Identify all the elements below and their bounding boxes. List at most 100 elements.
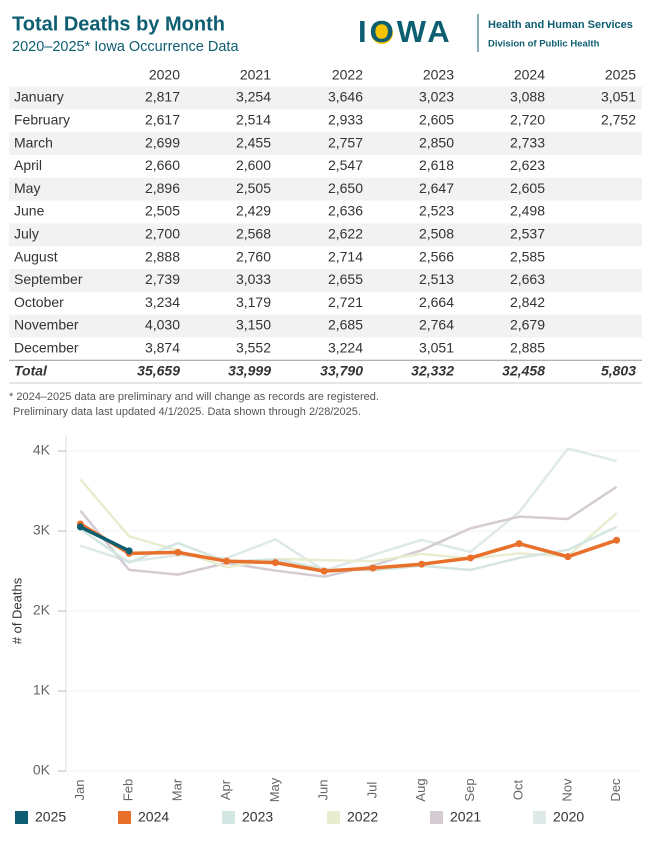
row-shade — [9, 223, 642, 247]
point — [223, 557, 231, 565]
cell: 2,622 — [328, 226, 363, 242]
row-label: June — [14, 203, 45, 219]
cell: 2,514 — [236, 112, 271, 128]
cell: 2,523 — [419, 203, 454, 219]
total-cell: 33,790 — [320, 362, 363, 378]
total-label: Total — [14, 362, 48, 378]
agency: Health and Human Services — [488, 19, 633, 31]
cell: 2,505 — [145, 203, 180, 219]
cell: 2,585 — [510, 248, 545, 264]
x-tick-label: Oct — [511, 780, 526, 801]
cell: 2,636 — [328, 203, 363, 219]
cell: 2,752 — [601, 112, 636, 128]
row-shade — [9, 269, 642, 292]
legend-label: 2020 — [553, 809, 584, 825]
row-label: April — [14, 157, 42, 173]
cell: 2,850 — [419, 134, 454, 150]
line — [79, 478, 618, 569]
cell: 3,051 — [601, 89, 636, 105]
cell: 2,664 — [419, 294, 454, 310]
cell: 2,720 — [510, 112, 545, 128]
legend-swatch — [430, 811, 443, 824]
cell: 2,933 — [328, 112, 363, 128]
cell: 2,888 — [145, 248, 180, 264]
row-label: March — [14, 134, 53, 150]
cell: 2,455 — [236, 134, 271, 150]
cell: 2,896 — [145, 180, 180, 196]
total-cell: 32,332 — [411, 362, 454, 378]
x-tick-label: Sep — [462, 778, 477, 801]
cell: 2,623 — [510, 157, 545, 173]
cell: 3,051 — [419, 340, 454, 356]
legend-label: 2023 — [242, 809, 273, 825]
cell: 2,660 — [145, 157, 180, 173]
cell: 2,498 — [510, 203, 545, 219]
x-tick-label: Aug — [413, 778, 428, 801]
cell: 2,508 — [419, 226, 454, 242]
column-header: 2022 — [332, 67, 363, 83]
y-axis-title: # of Deaths — [9, 577, 24, 644]
row-label: October — [14, 294, 64, 310]
cell: 2,885 — [510, 340, 545, 356]
line — [79, 525, 130, 553]
row-label: November — [14, 317, 79, 333]
cell: 3,023 — [419, 89, 454, 105]
subtitle: 2020–2025* Iowa Occurrence Data — [12, 39, 239, 55]
cell: 2,757 — [328, 134, 363, 150]
cell: 2,505 — [236, 180, 271, 196]
point — [369, 564, 377, 572]
row-label: August — [14, 248, 58, 264]
cell: 3,874 — [145, 340, 180, 356]
cell: 2,617 — [145, 112, 180, 128]
legend-swatch — [15, 811, 28, 824]
total-cell: 32,458 — [502, 362, 545, 378]
cell: 2,618 — [419, 157, 454, 173]
point — [418, 560, 426, 568]
x-tick-label: Dec — [608, 778, 623, 802]
cell: 3,150 — [236, 317, 271, 333]
cell: 2,655 — [328, 271, 363, 287]
cell: 2,605 — [419, 112, 454, 128]
cell: 3,224 — [328, 340, 363, 356]
cell: 2,647 — [419, 180, 454, 196]
row-label: February — [14, 112, 70, 128]
point — [271, 559, 279, 567]
cell: 2,650 — [328, 180, 363, 196]
legend-label: 2021 — [450, 809, 481, 825]
cell: 3,088 — [510, 89, 545, 105]
total-cell: 5,803 — [601, 362, 636, 378]
row-label: January — [14, 89, 64, 105]
note: * 2024–2025 data are preliminary and wil… — [9, 391, 379, 403]
column-header: 2020 — [149, 67, 180, 83]
cell: 2,764 — [419, 317, 454, 333]
cell: 4,030 — [145, 317, 180, 333]
cell: 3,254 — [236, 89, 271, 105]
point — [613, 536, 621, 544]
legend-swatch — [327, 811, 340, 824]
legend-label: 2025 — [35, 809, 66, 825]
cell: 2,537 — [510, 226, 545, 242]
cell: 3,179 — [236, 294, 271, 310]
point — [76, 523, 84, 531]
row-shade — [9, 314, 642, 338]
logo-sun — [371, 22, 393, 44]
x-tick-label: Mar — [169, 778, 184, 801]
cell: 2,513 — [419, 271, 454, 287]
x-tick-label: Jul — [364, 782, 379, 799]
legend-swatch — [118, 811, 131, 824]
cell: 3,033 — [236, 271, 271, 287]
cell: 2,605 — [510, 180, 545, 196]
legend-swatch — [222, 811, 235, 824]
y-tick-label: 0K — [33, 762, 51, 778]
y-tick-label: 4K — [33, 442, 51, 458]
point — [564, 553, 572, 561]
cell: 2,733 — [510, 134, 545, 150]
cell: 3,234 — [145, 294, 180, 310]
x-tick-label: Jun — [316, 780, 331, 801]
column-header: 2023 — [423, 67, 454, 83]
legend-label: 2022 — [347, 809, 378, 825]
line — [79, 447, 617, 572]
line — [79, 522, 618, 573]
cell: 2,760 — [236, 248, 271, 264]
